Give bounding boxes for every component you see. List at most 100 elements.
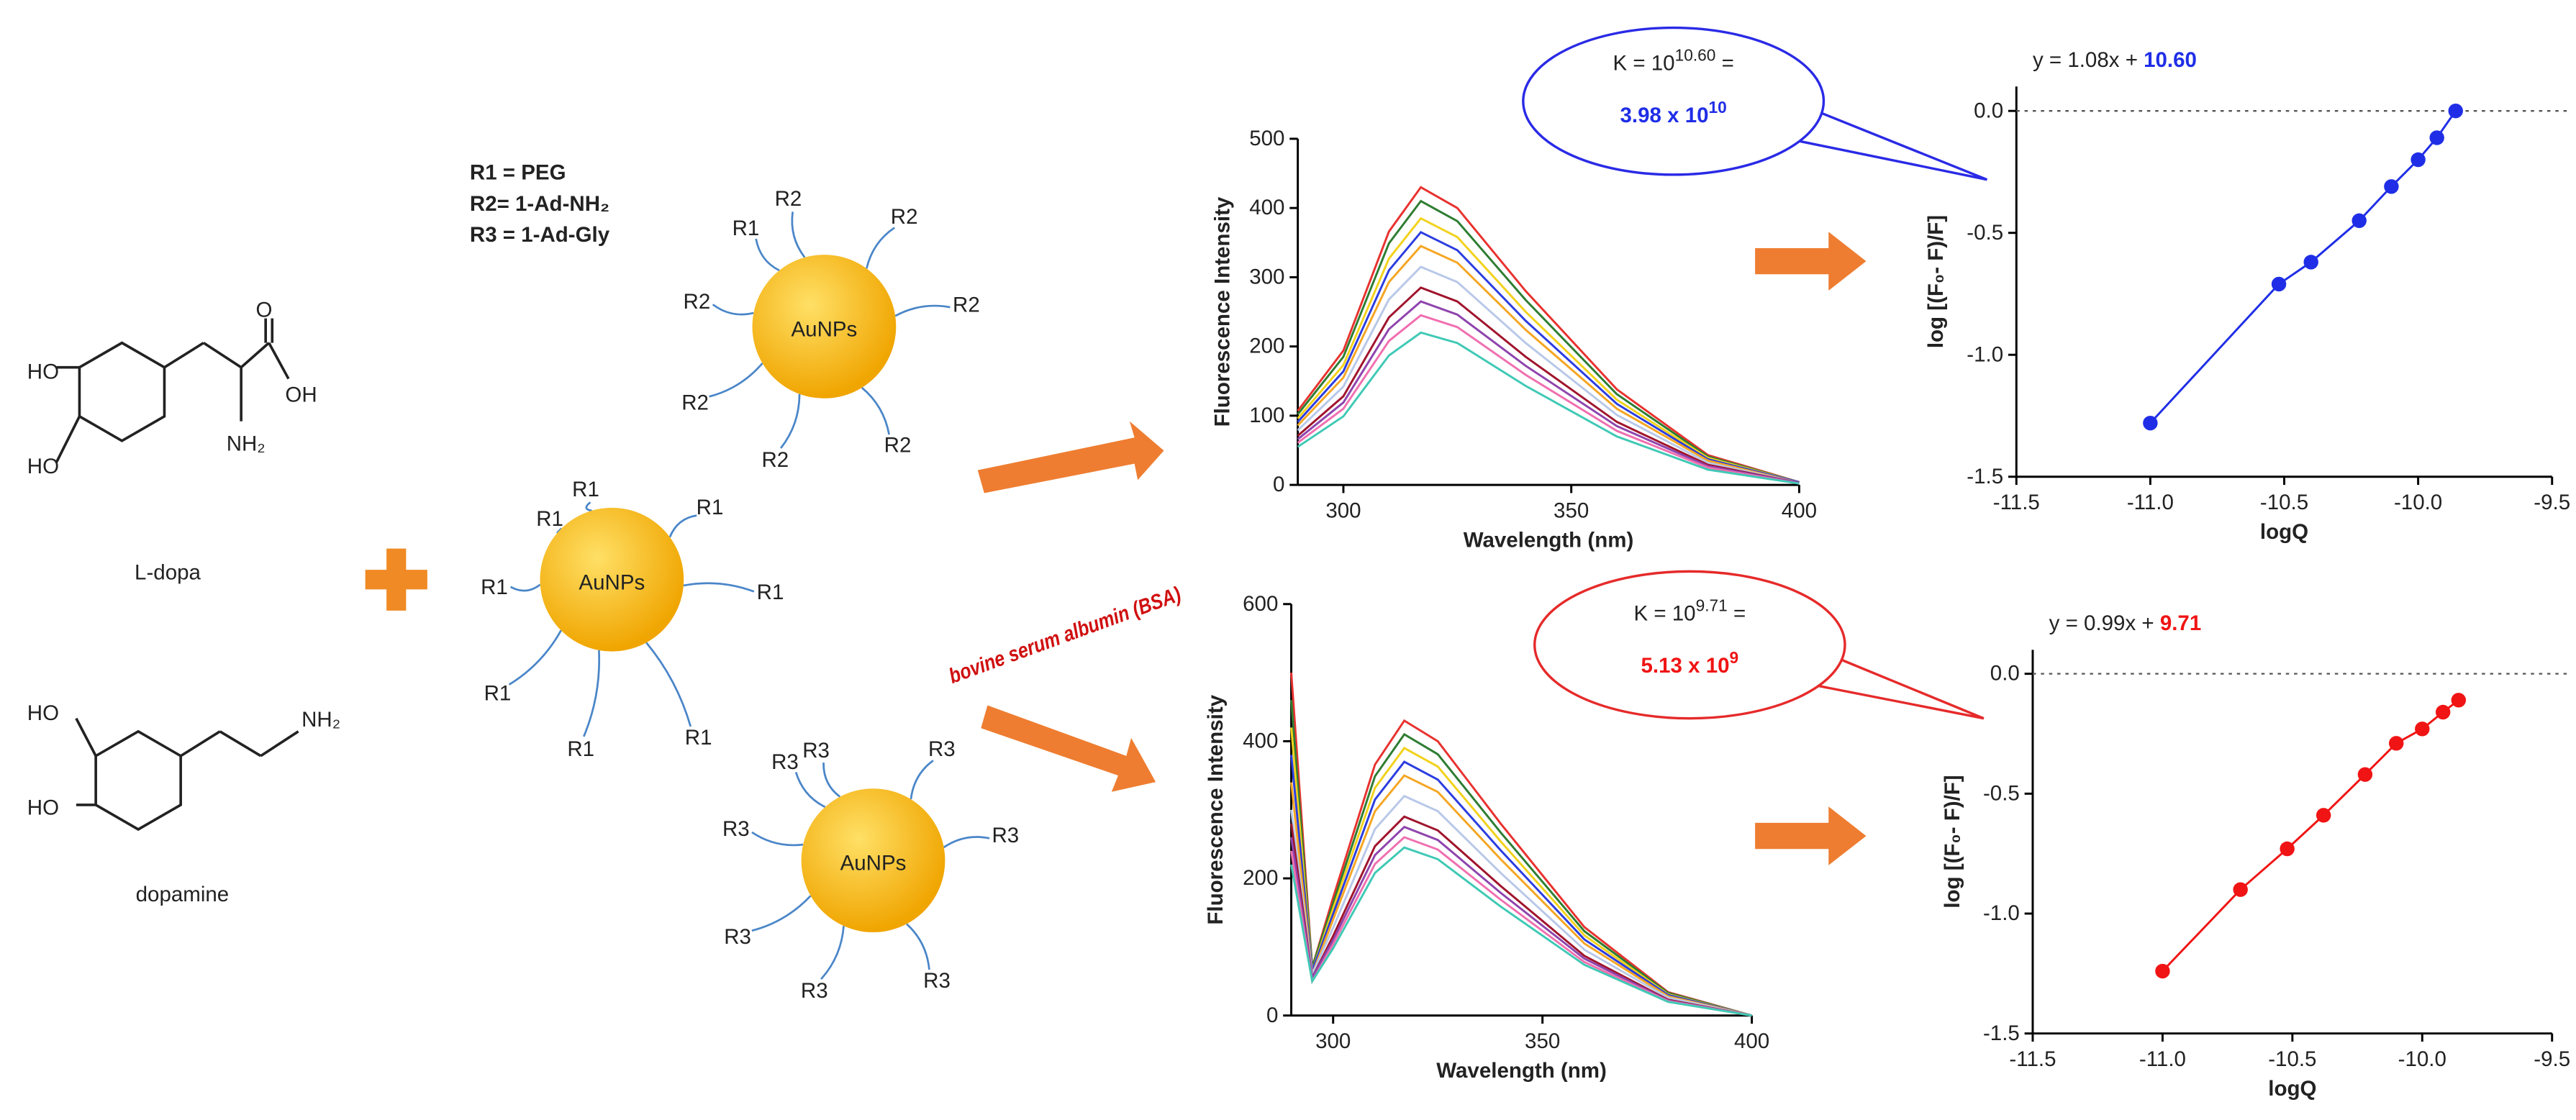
y-axis-title: log [(F₀- F)/F]	[1941, 775, 1964, 908]
ligand-label: R3	[923, 969, 951, 993]
y-axis-title: log [(F₀- F)/F]	[1924, 215, 1948, 348]
k-base: K = 10	[1633, 601, 1695, 625]
protein-label: bovine serum albumin (BSA)	[945, 583, 1184, 688]
ligand	[709, 363, 763, 398]
spectrum-line	[1297, 331, 1800, 485]
k-power: 9	[1730, 648, 1739, 667]
equation-text: y = 1.08x +	[2033, 48, 2144, 72]
protein-name: bovine serum albumin (BSA)	[945, 583, 1184, 688]
y-axis-title: Fluorescence Intensity	[1204, 694, 1228, 924]
x-tick-label: -11.0	[2127, 491, 2174, 514]
ligand-label: R1	[697, 496, 724, 519]
ligand-label: R3	[771, 750, 799, 774]
fit-line	[2162, 699, 2459, 973]
data-point	[2384, 179, 2399, 194]
k-equals: =	[1715, 52, 1733, 76]
atom-label: HO	[27, 796, 59, 820]
data-point	[2388, 736, 2404, 751]
particle-label: AuNPs	[840, 852, 907, 875]
ligand-label: R3	[992, 824, 1019, 847]
spectrum-line	[1297, 199, 1800, 483]
arrows	[977, 232, 1867, 865]
spectrum-line	[1297, 265, 1800, 484]
ligand	[645, 642, 692, 727]
spectrum-line	[1297, 286, 1800, 484]
molecule-name: L-dopa	[135, 561, 201, 585]
ligand-label: R1	[733, 217, 760, 240]
k-value: 3.98 x 1010	[1620, 98, 1727, 127]
x-axis-title: Wavelength (nm)	[1436, 1059, 1607, 1083]
x-tick-label: -11.5	[1993, 491, 2040, 514]
fit-equation: y = 1.08x + 10.60	[2033, 48, 2197, 72]
ligand	[508, 629, 562, 686]
y-tick-label: 0.0	[1974, 99, 2003, 122]
x-tick-label: -9.5	[2534, 1047, 2570, 1071]
spectrum-line	[1290, 673, 1752, 1017]
k-expression: K = 1010.60 =	[1613, 46, 1733, 76]
atom-label: OH	[285, 383, 317, 406]
fit-equation: y = 0.99x + 9.71	[2049, 611, 2202, 635]
ligand-label: R1	[536, 507, 563, 531]
data-point	[2233, 882, 2248, 897]
data-point	[2411, 152, 2426, 168]
data-point	[2435, 704, 2451, 720]
speech-bubble	[1522, 26, 1988, 181]
data-point	[2316, 808, 2331, 823]
data-point	[2271, 276, 2287, 292]
ligand-label: R2	[891, 205, 918, 229]
y-tick-label: 400	[1243, 729, 1278, 753]
data-point	[2303, 255, 2318, 270]
x-tick-label: -11.0	[2139, 1047, 2186, 1071]
spectrum-line	[1290, 846, 1752, 1017]
ligand	[509, 583, 541, 592]
ligand	[943, 836, 990, 849]
spectrum-line	[1297, 217, 1800, 483]
data-point	[2143, 415, 2158, 431]
ligand	[712, 304, 754, 316]
particle-label: AuNPs	[791, 318, 857, 342]
molecule-name: dopamine	[136, 883, 230, 906]
data-point	[2280, 841, 2295, 857]
ligand	[585, 501, 592, 512]
data-point	[2448, 103, 2463, 119]
ligand	[822, 762, 841, 798]
ligand-legend: R3 = 1-Ad-Gly	[470, 223, 610, 247]
atom-label: O	[256, 298, 273, 322]
ligand-label: R2	[761, 448, 789, 472]
particle-label: AuNPs	[579, 570, 645, 594]
x-tick-label: 400	[1734, 1029, 1769, 1053]
y-tick-label: 0.0	[1990, 662, 2020, 686]
spectrum-line	[1297, 231, 1800, 483]
spectrum-line	[1290, 836, 1752, 1017]
ligand-label: R2	[953, 293, 980, 317]
ligand	[683, 582, 755, 593]
atom-label: NH₂	[301, 708, 340, 732]
ligand	[820, 926, 845, 980]
ligand-label: R3	[802, 739, 830, 762]
gold-nanoparticle	[801, 788, 945, 932]
ligand	[751, 895, 812, 932]
y-tick-label: 100	[1249, 404, 1284, 427]
speech-bubble	[1533, 570, 1985, 720]
ligand	[556, 527, 563, 534]
data-point	[2357, 767, 2373, 782]
ligand-label: R1	[481, 575, 508, 599]
k-expression: K = 109.71 =	[1633, 596, 1746, 625]
y-tick-label: 200	[1249, 334, 1284, 358]
equation-text: y = 0.99x +	[2049, 611, 2160, 635]
x-tick-label: 300	[1325, 498, 1361, 522]
ligand-label: R1	[757, 581, 784, 604]
spectrum-line	[1297, 300, 1800, 484]
spectrum-line	[1290, 700, 1752, 1017]
atom-label: HO	[27, 455, 59, 478]
y-tick-label: 500	[1249, 127, 1284, 150]
ligand-legend: R2= 1-Ad-NH₂	[470, 192, 609, 216]
k-base: K = 10	[1613, 52, 1674, 76]
data-point	[2429, 130, 2444, 145]
y-tick-label: -1.0	[1967, 342, 2003, 366]
ligand	[910, 760, 934, 800]
ligand-label: R1	[572, 478, 599, 501]
atom-label: HO	[27, 360, 59, 384]
ligand-label: R2	[681, 391, 709, 415]
